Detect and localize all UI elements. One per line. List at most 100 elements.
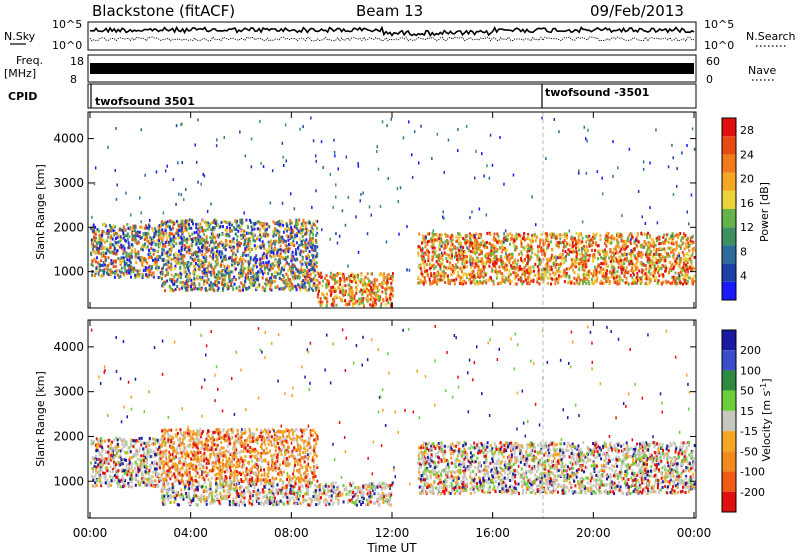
power-data-cell (581, 236, 584, 240)
power-data-cell (443, 247, 446, 251)
power-data-cell (158, 235, 161, 239)
power-data-cell (463, 250, 465, 253)
power-data-cell (584, 255, 587, 259)
power-data-cell (307, 253, 310, 257)
power-data-cell (285, 257, 288, 261)
power-data-cell (196, 287, 199, 291)
power-data-cell (300, 243, 302, 247)
power-data-cell (259, 119, 261, 123)
power-data-cell (681, 250, 684, 254)
power-data-cell (263, 289, 266, 293)
power-data-cell (614, 258, 617, 262)
power-data-cell (497, 234, 500, 238)
power-data-cell (611, 251, 614, 255)
power-data-cell (688, 241, 691, 245)
power-data-cell (649, 262, 652, 266)
power-data-cell (368, 283, 371, 287)
power-data-cell (347, 293, 350, 297)
power-data-cell (183, 198, 185, 202)
power-data-cell (653, 267, 656, 271)
power-data-cell (515, 237, 518, 241)
power-data-cell (503, 232, 505, 236)
power-data-cell (316, 231, 319, 235)
power-data-cell (319, 300, 322, 304)
power-data-cell (584, 257, 587, 260)
power-data-cell (644, 222, 647, 225)
power-data-cell (640, 280, 643, 284)
power-data-cell (457, 149, 459, 153)
power-data-cell (418, 161, 420, 165)
power-data-cell (637, 189, 640, 193)
power-data-cell (389, 298, 392, 302)
power-data-cell (361, 298, 364, 302)
power-data-cell (208, 248, 211, 252)
power-data-cell (483, 279, 486, 283)
power-data-cell (621, 267, 624, 271)
power-data-cell (692, 241, 695, 244)
power-data-cell (180, 257, 183, 261)
power-data-cell (241, 254, 244, 258)
power-data-cell (440, 262, 443, 266)
power-data-cell (119, 227, 122, 231)
power-data-cell (332, 288, 335, 292)
power-data-cell (187, 232, 190, 236)
power-data-cell (618, 282, 621, 286)
power-data-cell (182, 238, 185, 242)
power-data-cell (182, 236, 185, 240)
power-data-cell (137, 275, 140, 278)
power-data-cell (150, 247, 153, 250)
power-data-cell (617, 241, 620, 245)
power-data-cell (337, 280, 340, 284)
power-data-cell (672, 234, 675, 238)
power-data-cell (131, 267, 134, 271)
power-data-cell (138, 273, 141, 276)
power-data-cell (474, 243, 477, 246)
power-data-cell (611, 258, 614, 262)
power-data-cell (107, 232, 110, 236)
power-data-cell (584, 260, 587, 263)
power-data-cell (100, 243, 103, 247)
power-data-cell (154, 242, 157, 246)
power-data-cell (110, 258, 113, 262)
power-data-cell (490, 243, 493, 247)
power-data-cell (146, 268, 148, 272)
power-data-cell (525, 255, 528, 258)
power-data-cell (417, 281, 420, 285)
power-data-cell (235, 286, 238, 290)
power-data-cell (513, 244, 516, 248)
power-data-cell (555, 234, 558, 238)
power-data-cell (249, 256, 252, 260)
noise-search-label: N.Search (746, 30, 796, 43)
power-data-cell (693, 249, 696, 253)
power-data-cell (229, 221, 232, 224)
power-data-cell (350, 299, 353, 303)
power-data-cell (247, 266, 250, 270)
power-data-cell (605, 260, 608, 264)
power-data-cell (169, 237, 172, 241)
power-data-cell (435, 271, 438, 275)
power-data-cell (250, 267, 253, 271)
power-data-cell (549, 233, 552, 237)
power-data-cell (125, 191, 127, 195)
power-data-cell (246, 232, 248, 236)
power-data-cell (125, 251, 128, 255)
power-data-cell (187, 219, 190, 223)
power-data-cell (618, 232, 621, 236)
power-data-cell (551, 277, 554, 281)
power-data-cell (528, 272, 531, 276)
power-data-cell (674, 248, 677, 252)
power-data-cell (278, 287, 281, 291)
power-data-cell (196, 222, 199, 226)
power-data-cell (279, 248, 282, 252)
power-data-cell (644, 272, 647, 276)
power-data-cell (304, 241, 307, 245)
power-data-cell (496, 248, 499, 251)
power-data-cell (651, 258, 654, 262)
power-data-cell (306, 261, 309, 265)
power-data-cell (114, 232, 117, 236)
power-data-cell (216, 256, 218, 260)
power-data-cell (141, 245, 144, 249)
power-data-cell (616, 238, 619, 242)
power-data-cell (174, 236, 177, 240)
power-data-cell (184, 219, 187, 223)
